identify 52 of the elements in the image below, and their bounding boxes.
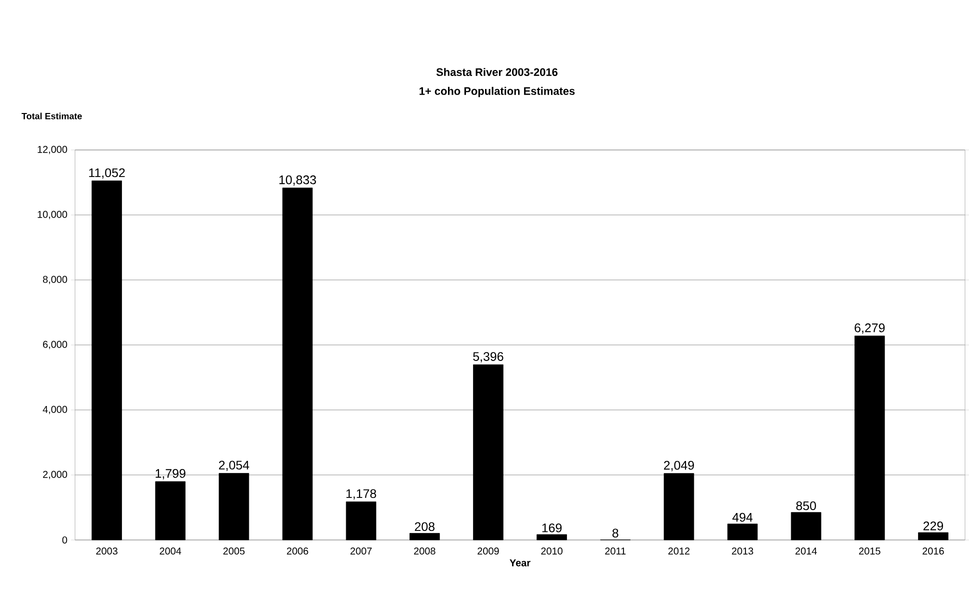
data-label: 1,799 xyxy=(156,469,186,480)
chart-title: Shasta River 2003-2016 xyxy=(436,68,558,76)
data-label: 6,279 xyxy=(854,323,885,334)
data-label: 2,049 xyxy=(664,460,694,472)
y-tick-label: 12,000 xyxy=(38,146,68,154)
y-tick-label: 2,000 xyxy=(43,470,68,480)
x-tick-label: 2014 xyxy=(796,548,817,555)
bar xyxy=(410,533,440,540)
bar xyxy=(664,473,694,540)
x-tick-label: 2003 xyxy=(96,548,118,555)
data-label: 229 xyxy=(923,522,944,530)
x-tick-label: 2004 xyxy=(160,548,182,555)
y-tick-label: 6,000 xyxy=(43,340,68,350)
data-label: 8 xyxy=(612,528,618,538)
data-label: 2,054 xyxy=(218,460,250,472)
bar xyxy=(727,524,758,540)
x-tick-label: 2005 xyxy=(223,548,245,555)
data-label: 11,052 xyxy=(89,168,125,179)
bar xyxy=(790,512,822,540)
data-label: 5,396 xyxy=(473,352,504,362)
x-tick-label: 2012 xyxy=(668,548,690,555)
bar xyxy=(282,188,313,540)
y-tick-label: 10,000 xyxy=(38,210,68,220)
data-label: 10,833 xyxy=(279,175,316,186)
y-tick-label: 8,000 xyxy=(42,276,68,284)
y-tick-label: 4,000 xyxy=(42,406,68,414)
bar xyxy=(854,336,885,540)
data-label: 1,178 xyxy=(346,489,376,500)
bar xyxy=(473,364,504,540)
data-label: 494 xyxy=(732,512,753,522)
data-label: 169 xyxy=(542,523,562,532)
bar xyxy=(346,502,376,540)
x-tick-label: 2007 xyxy=(350,548,372,555)
x-tick-label: 2011 xyxy=(605,548,626,555)
chart-subtitle: 1+ coho Population Estimates xyxy=(420,86,575,98)
x-axis-title: Year xyxy=(510,559,530,566)
bar xyxy=(918,532,948,540)
x-tick-label: 2016 xyxy=(922,548,944,555)
bar xyxy=(92,180,122,540)
x-tick-label: 2006 xyxy=(286,548,308,555)
x-tick-label: 2008 xyxy=(414,548,436,555)
bar xyxy=(155,481,186,540)
data-label: 850 xyxy=(796,501,816,510)
y-axis-title: Total Estimate xyxy=(22,112,82,120)
x-tick-label: 2015 xyxy=(859,548,880,555)
data-label: 208 xyxy=(414,522,434,532)
x-tick-label: 2013 xyxy=(732,548,754,555)
x-tick-label: 2010 xyxy=(541,548,562,555)
bar xyxy=(218,473,250,540)
y-tick-label: 0 xyxy=(62,536,68,544)
bar xyxy=(536,534,567,540)
x-tick-label: 2009 xyxy=(478,548,499,555)
